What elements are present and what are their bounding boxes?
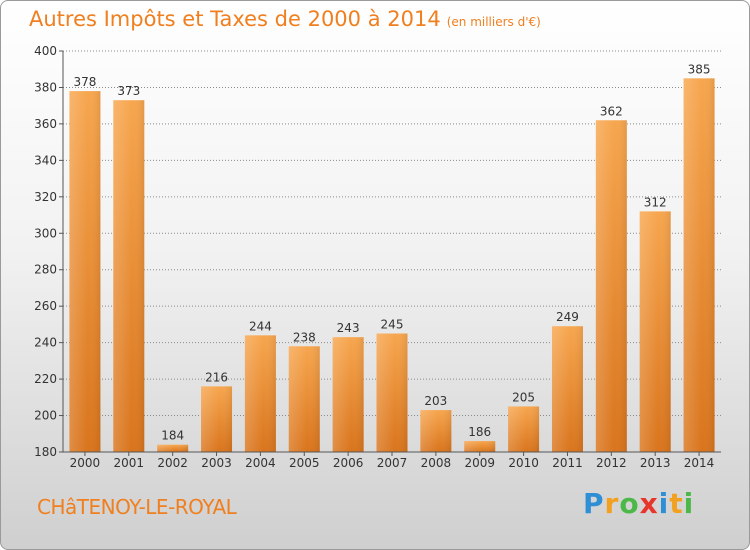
chart-unit: (en milliers d'€): [446, 15, 541, 29]
data-label: 312: [644, 195, 667, 209]
y-tick-label: 280: [34, 263, 57, 277]
data-label: 243: [337, 321, 360, 335]
data-label: 184: [161, 429, 184, 443]
x-tick-label: 2005: [289, 456, 320, 470]
x-tick-label: 2004: [245, 456, 276, 470]
x-tick-label: 2000: [70, 456, 101, 470]
x-tick-label: 2008: [421, 456, 452, 470]
bar-shade: [69, 91, 101, 452]
x-tick-label: 2014: [684, 456, 715, 470]
x-tick-label: 2012: [596, 456, 627, 470]
bar-shade: [113, 100, 145, 453]
bar-shade: [595, 120, 627, 452]
bar-shade: [683, 78, 715, 452]
data-label: 203: [424, 394, 447, 408]
data-label: 245: [381, 318, 404, 332]
x-tick-label: 2011: [552, 456, 583, 470]
bar-shade: [508, 406, 540, 452]
y-tick-label: 180: [34, 445, 57, 459]
bar-shade: [201, 386, 233, 452]
data-label: 186: [468, 425, 491, 439]
y-tick-label: 200: [34, 409, 57, 423]
data-label: 362: [600, 104, 623, 118]
bar-shade: [157, 444, 189, 452]
bar-shade: [244, 335, 276, 452]
y-tick-label: 240: [34, 336, 57, 350]
bar-shade: [376, 333, 408, 452]
x-tick-label: 2006: [333, 456, 364, 470]
y-tick-label: 320: [34, 190, 57, 204]
y-tick-label: 340: [34, 153, 57, 167]
bar-shade: [464, 441, 496, 452]
logo-letter: x: [639, 487, 659, 520]
data-label: 216: [205, 370, 228, 384]
logo-letter: t: [669, 487, 684, 520]
logo-letter: i: [683, 487, 695, 520]
x-tick-label: 2010: [508, 456, 539, 470]
x-tick-label: 2002: [157, 456, 188, 470]
x-tick-label: 2007: [377, 456, 408, 470]
location-name: CHâTENOY-LE-ROYAL: [37, 495, 237, 519]
x-tick-label: 2013: [640, 456, 671, 470]
bar-shade: [551, 326, 583, 452]
bar-shade: [639, 211, 671, 452]
y-tick-label: 260: [34, 299, 57, 313]
data-label: 238: [293, 330, 316, 344]
bar-shade: [420, 410, 452, 452]
x-tick-label: 2001: [114, 456, 145, 470]
data-label: 205: [512, 390, 535, 404]
chart-title: Autres Impôts et Taxes de 2000 à 2014 (en…: [29, 7, 541, 31]
proxiti-logo: Proxiti: [583, 487, 694, 520]
logo-letter: r: [604, 487, 620, 520]
logo-letter: o: [619, 487, 640, 520]
bar-shade: [288, 346, 320, 452]
data-label: 244: [249, 319, 272, 333]
logo-letter: P: [583, 487, 605, 520]
data-label: 249: [556, 310, 579, 324]
logo-letter: i: [658, 487, 670, 520]
data-label: 385: [688, 62, 711, 76]
x-tick-label: 2009: [464, 456, 495, 470]
x-tick-label: 2003: [201, 456, 232, 470]
y-tick-label: 400: [34, 44, 57, 58]
chart-title-text: Autres Impôts et Taxes de 2000 à 2014: [29, 7, 441, 31]
data-label: 378: [73, 75, 96, 89]
y-tick-label: 300: [34, 226, 57, 240]
y-tick-label: 360: [34, 117, 57, 131]
bar-shade: [332, 337, 364, 452]
y-tick-label: 380: [34, 80, 57, 94]
data-label: 373: [117, 84, 140, 98]
y-tick-label: 220: [34, 372, 57, 386]
